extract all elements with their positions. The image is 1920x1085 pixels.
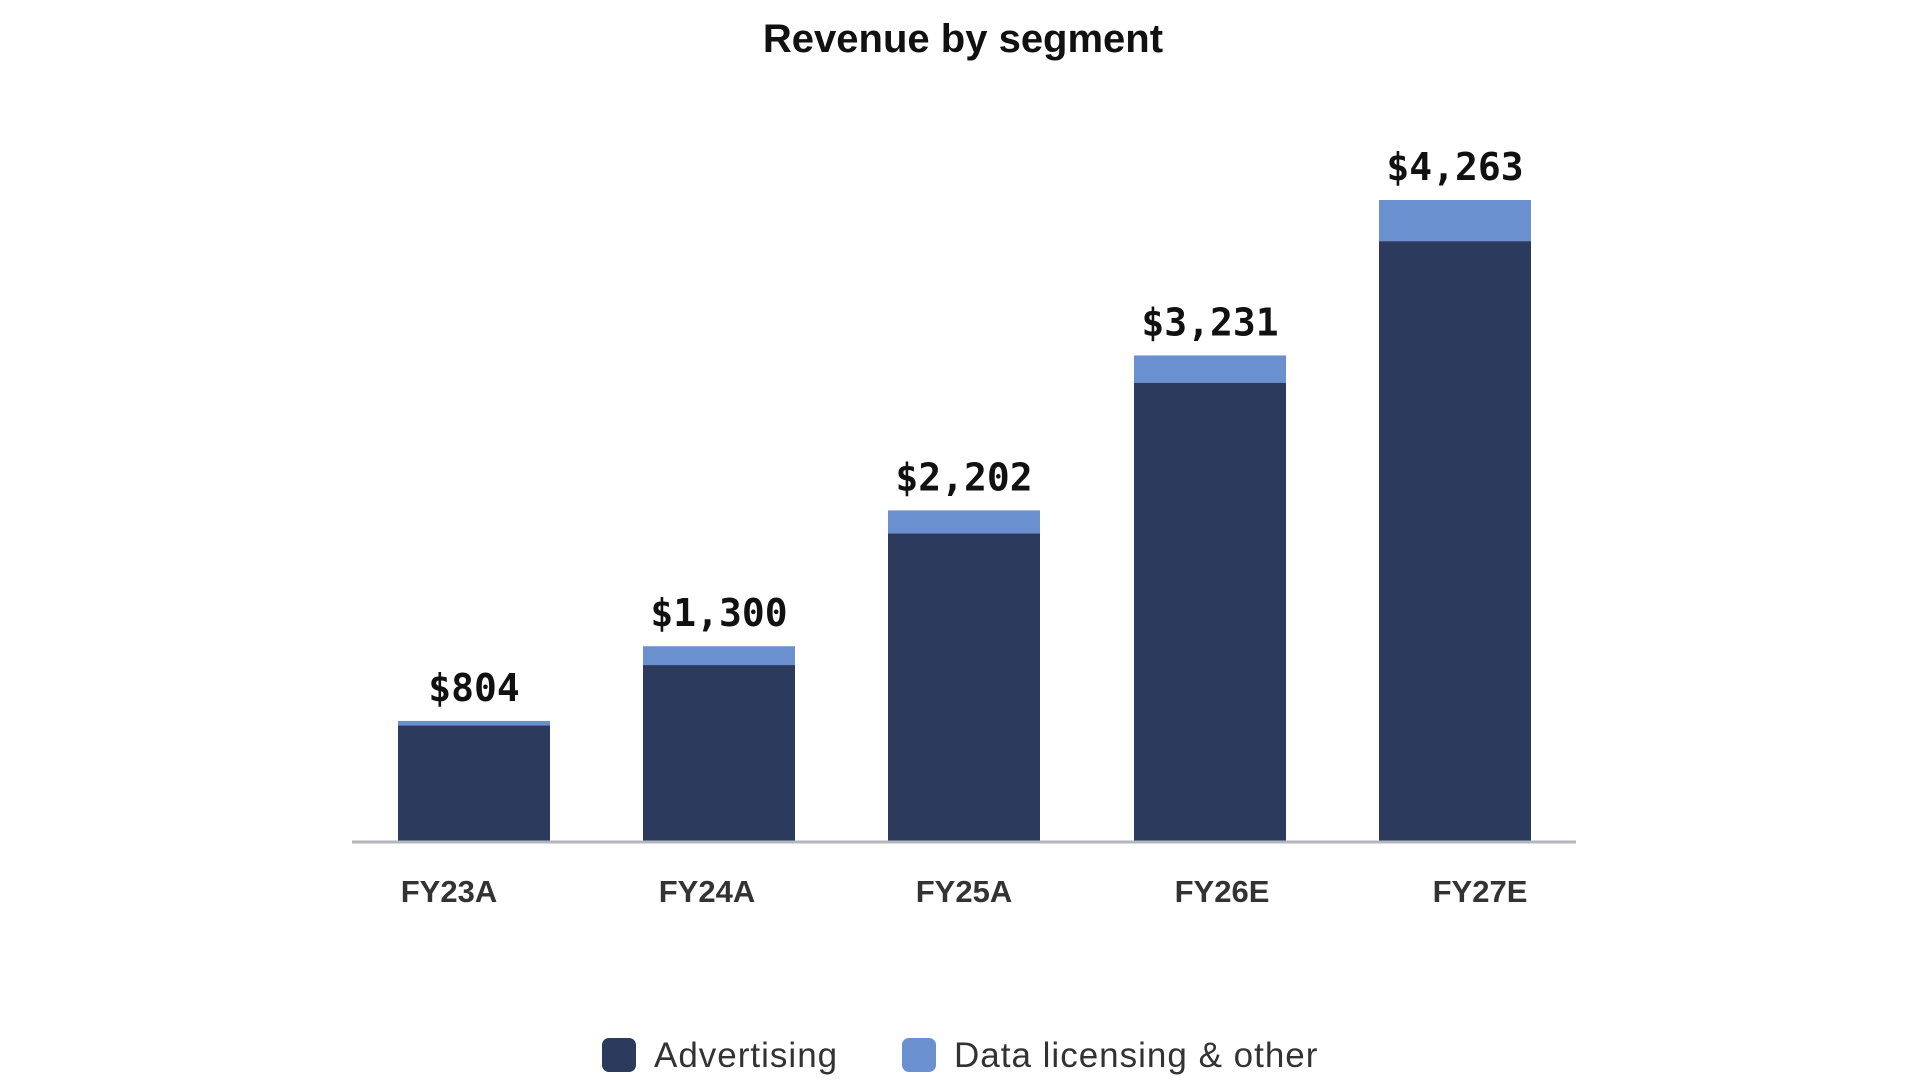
x-tick-label-fy25a: FY25A (916, 874, 1012, 909)
bars-layer (398, 200, 1531, 843)
total-label-fy27e: $4,263 (1386, 145, 1523, 189)
bar-fy26e-series-1 (1134, 355, 1286, 383)
legend-label-0: Advertising (654, 1036, 838, 1075)
bar-fy24a-series-1 (643, 646, 795, 666)
x-tick-label-fy23a: FY23A (401, 874, 497, 909)
bar-fy23a-series-0 (398, 725, 550, 842)
total-label-fy24a: $1,300 (650, 591, 787, 635)
legend: Advertising Data licensing & other (602, 1036, 1318, 1075)
bar-fy23a-series-1 (398, 720, 550, 726)
x-tick-label-fy24a: FY24A (659, 874, 755, 909)
bar-fy27e-series-0 (1379, 241, 1531, 843)
bar-fy26e-series-0 (1134, 382, 1286, 842)
x-tick-label-fy27e: FY27E (1433, 874, 1528, 909)
total-labels-layer: $804 $1,300 $2,202 $3,231 $4,263 (428, 145, 1523, 710)
x-tick-labels: FY23A FY24A FY25A FY26E FY27E (401, 874, 1528, 909)
bar-fy25a-series-1 (888, 510, 1040, 534)
legend-swatch-0 (602, 1038, 636, 1072)
bar-fy24a-series-0 (643, 665, 795, 842)
total-label-fy26e: $3,231 (1141, 300, 1278, 344)
total-label-fy23a: $804 (428, 666, 520, 710)
chart-title: Revenue by segment (763, 17, 1163, 61)
total-label-fy25a: $2,202 (895, 455, 1032, 499)
bar-fy27e-series-1 (1379, 200, 1531, 242)
x-tick-label-fy26e: FY26E (1175, 874, 1270, 909)
legend-label-1: Data licensing & other (954, 1036, 1318, 1075)
legend-swatch-1 (902, 1038, 936, 1072)
bar-fy25a-series-0 (888, 533, 1040, 842)
